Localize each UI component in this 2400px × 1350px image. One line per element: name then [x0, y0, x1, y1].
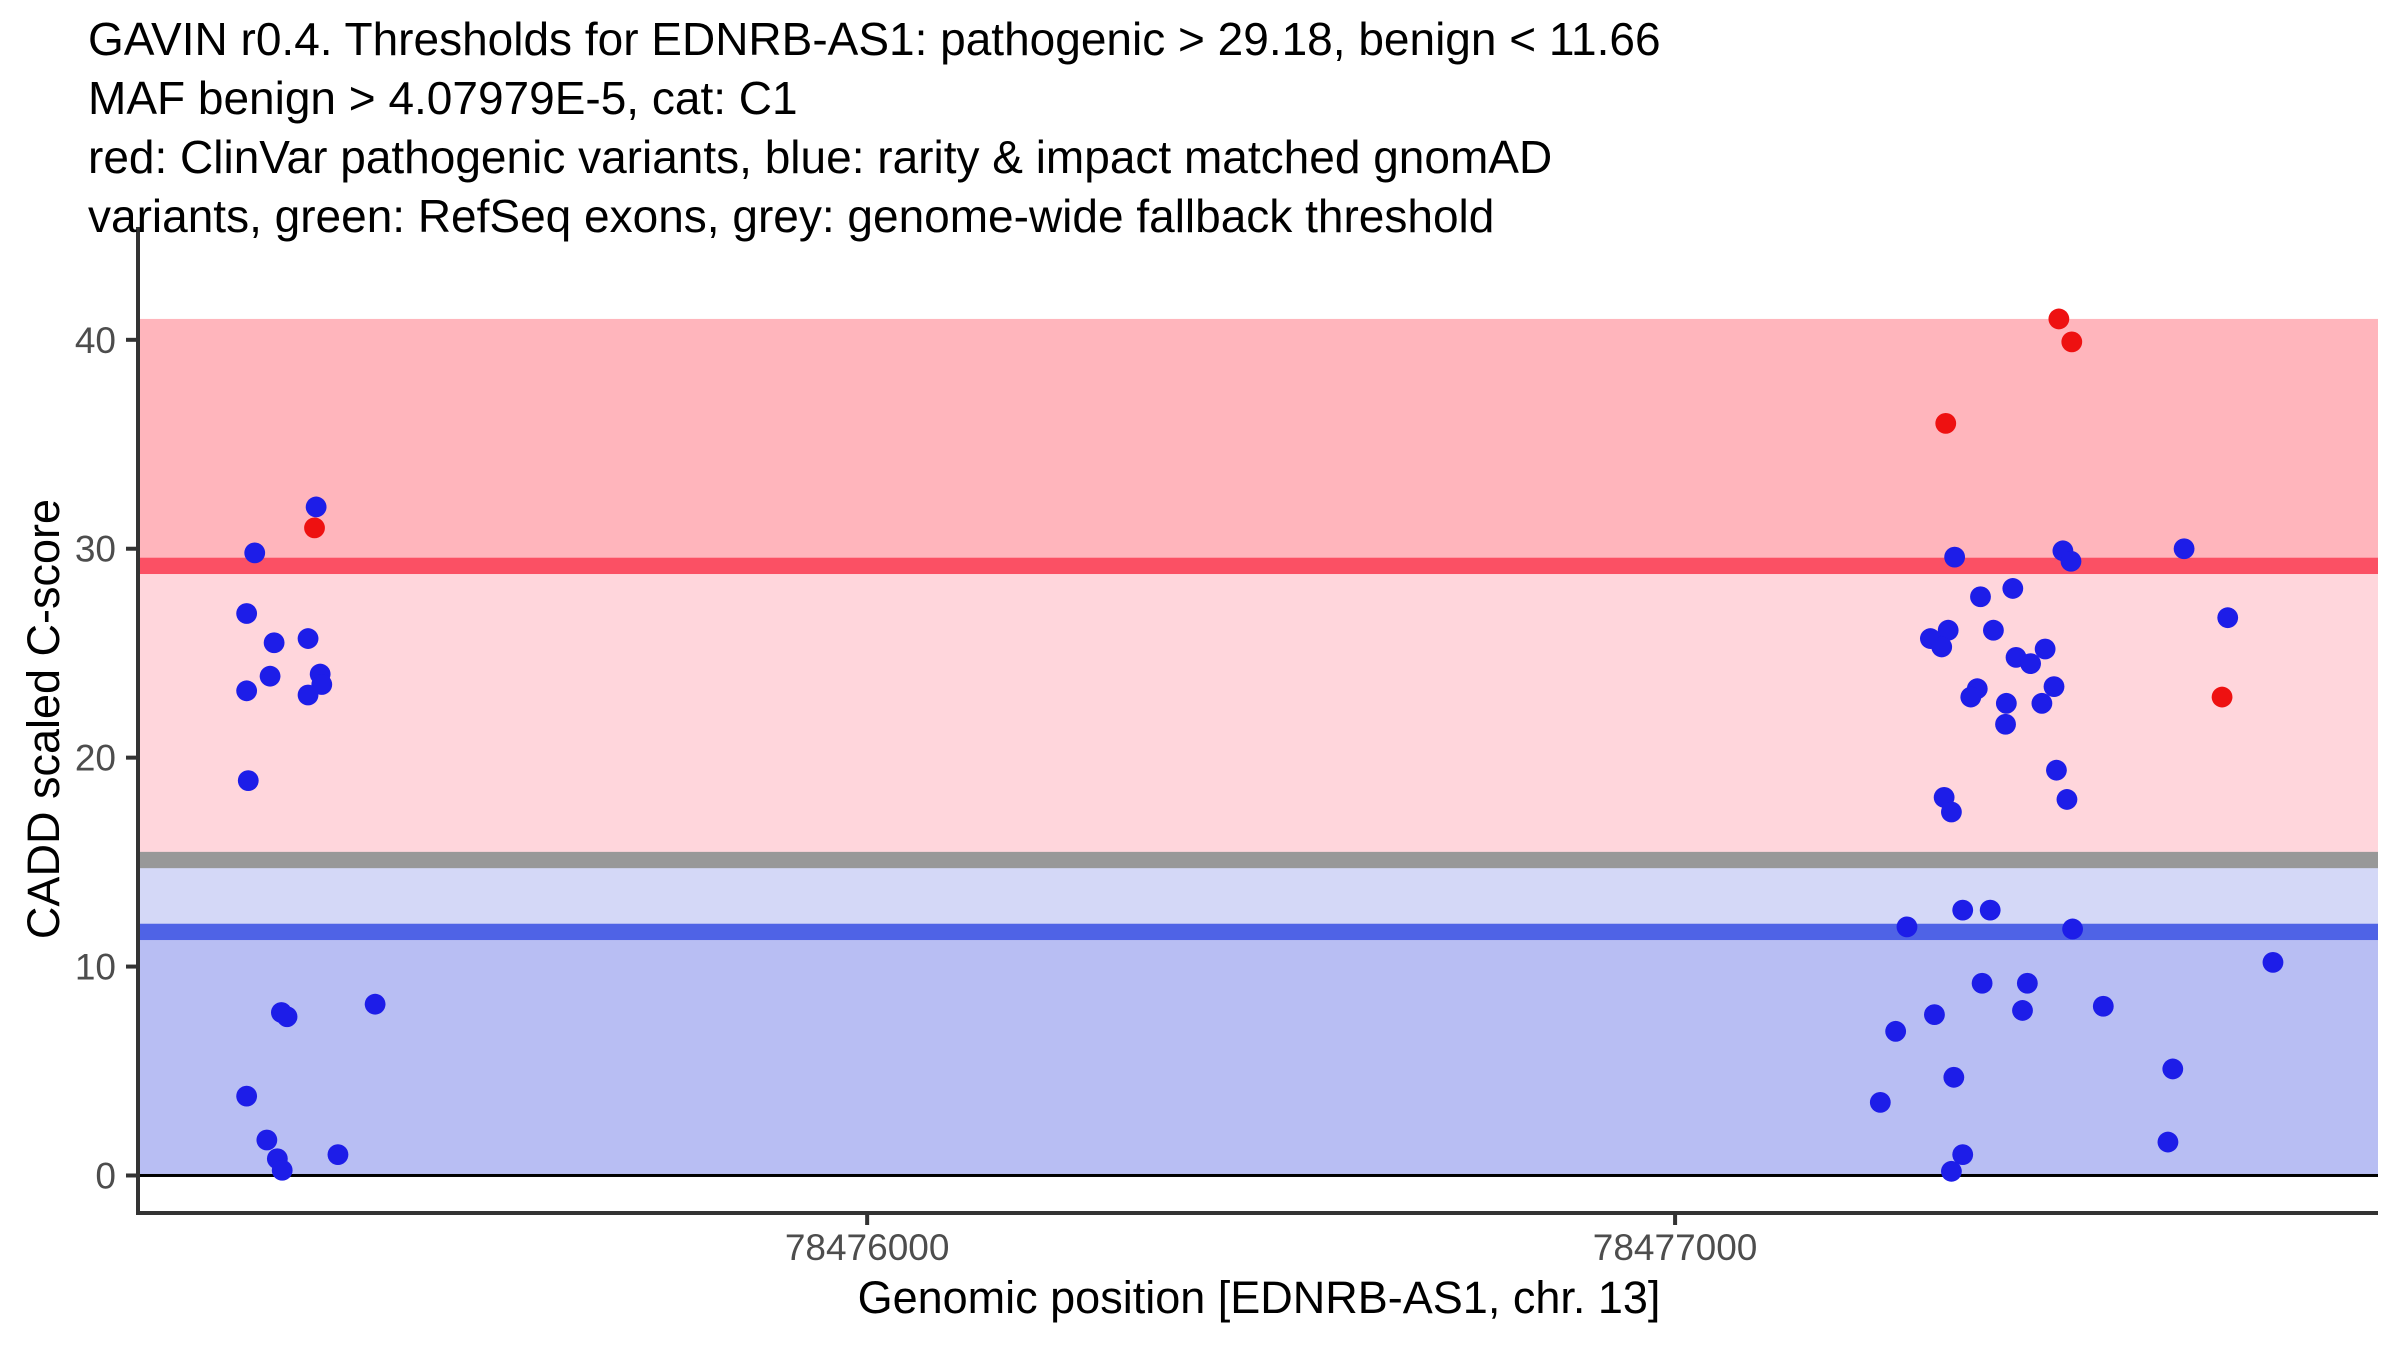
y-axis-line	[136, 227, 140, 1211]
gnomad-variant-point	[2002, 578, 2024, 599]
band-intermediate-blue	[140, 860, 2378, 932]
gnomad-variant-point	[2012, 1000, 2033, 1021]
gnomad-variant-point	[276, 1006, 298, 1028]
gnomad-variant-point	[2046, 759, 2067, 781]
gnomad-variant-point	[364, 993, 386, 1015]
chart-title-line-1: GAVIN r0.4. Thresholds for EDNRB-AS1: pa…	[88, 13, 1661, 65]
gnomad-variant-point	[2173, 538, 2195, 560]
gnomad-variant-point	[2162, 1058, 2184, 1080]
gnomad-variant-point	[2262, 951, 2284, 973]
chart-title: GAVIN r0.4. Thresholds for EDNRB-AS1: pa…	[88, 10, 1661, 246]
chart-title-line-3: red: ClinVar pathogenic variants, blue: …	[88, 131, 1553, 183]
pathogenic-threshold-line	[140, 557, 2378, 575]
y-tick-label: 40	[75, 320, 116, 361]
x-axis-title: Genomic position [EDNRB-AS1, chr. 13]	[857, 1272, 1661, 1323]
y-tick-label: 0	[95, 1155, 116, 1196]
gnomad-variant-point	[236, 680, 258, 702]
y-axis-title: CADD scaled C-score	[18, 498, 69, 940]
gnomad-variant-point	[1937, 619, 1959, 641]
y-tick	[126, 337, 136, 342]
gnomad-variant-point	[271, 1159, 293, 1181]
gnomad-variant-point	[327, 1144, 349, 1165]
x-tick	[865, 1215, 870, 1225]
gnomad-variant-point	[1931, 636, 1953, 658]
clinvar-variant-point	[1935, 412, 1957, 434]
gnomad-variant-point	[2062, 918, 2083, 940]
gnomad-variant-point	[2034, 638, 2056, 660]
gnomad-variant-point	[2060, 550, 2082, 572]
clinvar-variant-point	[2048, 308, 2070, 330]
y-tick	[126, 546, 136, 551]
gnomad-variant-point	[2056, 789, 2078, 810]
gnomad-variant-point	[236, 603, 258, 624]
clinvar-variant-point	[2061, 331, 2083, 353]
y-tick	[126, 755, 136, 760]
x-axis-line	[136, 1211, 2378, 1215]
gnomad-variant-point	[1885, 1020, 1907, 1042]
band-above-pathogenic-threshold	[140, 318, 2378, 566]
y-tick-label: 30	[75, 529, 116, 570]
gnomad-variant-point	[297, 628, 319, 649]
gnomad-variant-point	[2217, 607, 2239, 629]
x-tick	[1673, 1215, 1678, 1225]
y-tick-label: 10	[75, 947, 116, 988]
gnomad-variant-point	[2092, 995, 2114, 1017]
gnomad-variant-point	[2020, 653, 2041, 675]
gnomad-variant-point	[1983, 619, 2004, 641]
gnomad-variant-point	[237, 770, 259, 792]
gnomad-variant-point	[256, 1129, 278, 1151]
gnomad-variant-point	[1952, 1144, 1974, 1165]
gnomad-variant-point	[1869, 1091, 1891, 1113]
zero-line	[140, 1173, 2378, 1177]
gnomad-variant-point	[1943, 1066, 1965, 1088]
gnomad-variant-point	[1952, 899, 1974, 921]
gnomad-variant-point	[1960, 686, 1982, 708]
x-tick-label: 78477000	[1593, 1227, 1758, 1268]
gnomad-variant-point	[2043, 676, 2065, 698]
clinvar-variant-point	[2211, 686, 2233, 708]
gnomad-variant-point	[236, 1085, 258, 1107]
gnomad-variant-point	[244, 542, 266, 564]
fallback-threshold-line	[140, 851, 2378, 869]
gnomad-variant-point	[2157, 1131, 2179, 1153]
chart-title-line-4: variants, green: RefSeq exons, grey: gen…	[88, 190, 1495, 242]
gnomad-variant-point	[1970, 586, 1991, 608]
y-tick	[126, 1173, 136, 1178]
gnomad-variant-point	[259, 665, 281, 687]
gnomad-variant-point	[1979, 899, 2001, 921]
gnomad-variant-point	[1941, 801, 1962, 823]
gnomad-variant-point	[2016, 972, 2038, 994]
y-tick-label: 20	[75, 738, 116, 779]
chart-title-line-2: MAF benign > 4.07979E-5, cat: C1	[88, 72, 798, 124]
gnomad-variant-point	[1995, 692, 2017, 714]
benign-threshold-line	[140, 923, 2378, 941]
clinvar-variant-point	[304, 517, 325, 539]
gnomad-variant-point	[1971, 972, 1993, 994]
gnomad-variant-point	[297, 684, 319, 706]
band-below-benign-threshold	[140, 931, 2378, 1176]
gnomad-variant-point	[1896, 916, 1918, 938]
x-tick-label: 78476000	[785, 1227, 950, 1268]
y-tick	[126, 964, 136, 969]
gnomad-variant-point	[2031, 692, 2053, 714]
gnomad-variant-point	[1924, 1004, 1945, 1026]
gnomad-variant-point	[1995, 713, 2016, 735]
gnomad-variant-point	[1941, 1160, 1962, 1182]
gnomad-variant-point	[305, 496, 327, 518]
gnomad-variant-point	[1944, 546, 1966, 568]
gnomad-variant-point	[263, 632, 285, 654]
